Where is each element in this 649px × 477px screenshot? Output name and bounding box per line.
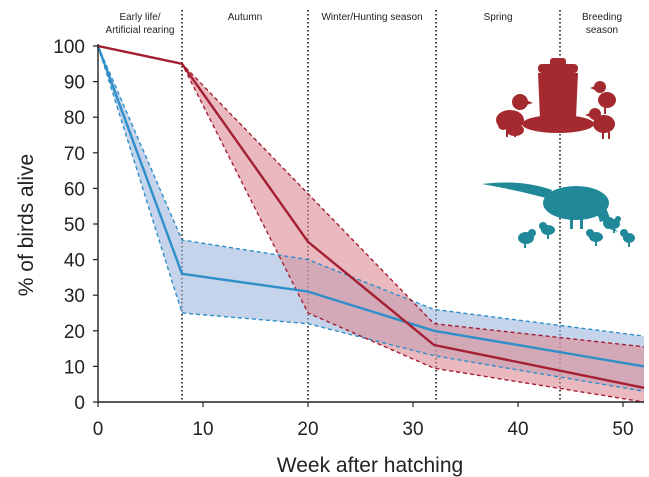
x-tick-label: 0	[93, 419, 104, 440]
axes	[97, 44, 644, 403]
season-label: Winter/Hunting season	[321, 12, 422, 23]
band-lower-edge-0	[97, 45, 645, 392]
x-tick-label: 20	[297, 419, 318, 440]
mean-line-1	[97, 44, 645, 389]
mean-line-0	[96, 45, 645, 368]
wild-pheasant-hen-chicks-icon	[482, 182, 635, 248]
season-label: Early life/	[119, 12, 160, 23]
season-labels: Early life/Artificial rearing Autumn Winte…	[106, 12, 622, 36]
season-label: Spring	[484, 12, 513, 23]
y-tick-label: 80	[64, 108, 85, 129]
y-tick-label: 40	[64, 251, 85, 272]
y-tick-label: 100	[53, 37, 85, 58]
x-axis-title: Week after hatching	[277, 454, 463, 477]
y-tick-label: 70	[64, 144, 85, 165]
band-upper-edge-0	[97, 45, 645, 337]
y-axis-title: % of birds alive	[15, 154, 38, 296]
y-tick-label: 50	[64, 215, 85, 236]
pheasant-chicks-feeder-icon	[496, 58, 616, 139]
tick-labels: 0 10 20 30 40 50 60 70 80 90 100 0 10 20 30 40 50	[53, 37, 633, 440]
season-label: Artificial rearing	[106, 25, 175, 36]
y-tick-label: 90	[64, 73, 85, 94]
mean-lines	[96, 44, 645, 389]
y-tick-label: 0	[74, 393, 85, 414]
confidence-band-1	[98, 46, 644, 402]
x-tick-label: 50	[612, 419, 633, 440]
y-tick-label: 60	[64, 179, 85, 200]
confidence-band-0	[98, 46, 644, 392]
season-label: season	[586, 25, 618, 36]
y-tick-label: 20	[64, 322, 85, 343]
x-tick-label: 40	[507, 419, 528, 440]
confidence-bands	[98, 46, 644, 402]
y-tick-label: 30	[64, 286, 85, 307]
season-label: Breeding	[582, 12, 622, 23]
season-label: Autumn	[228, 12, 262, 23]
y-tick-label: 10	[64, 357, 85, 378]
x-tick-label: 30	[402, 419, 423, 440]
x-tick-label: 10	[192, 419, 213, 440]
